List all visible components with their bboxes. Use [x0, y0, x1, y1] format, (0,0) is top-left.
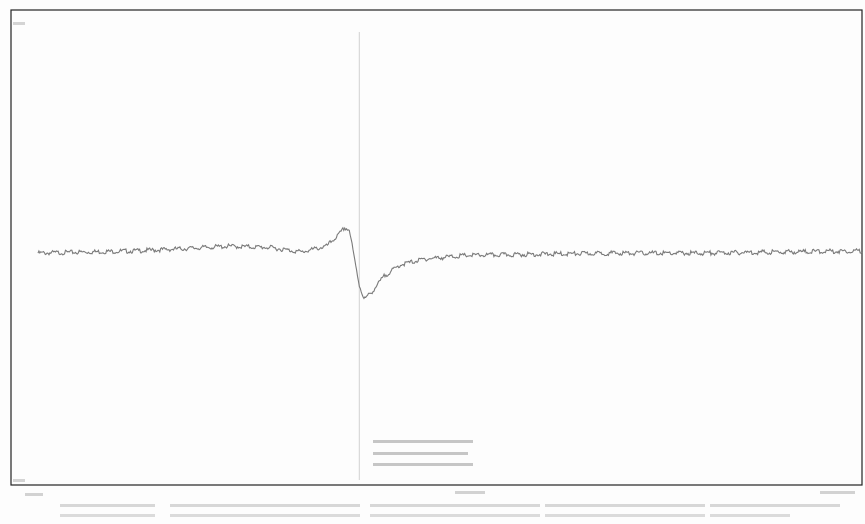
- readout-line: [373, 440, 473, 443]
- readout-line: [373, 463, 473, 466]
- left-axis-mark: [13, 22, 25, 25]
- bottom-text-block: [710, 514, 790, 517]
- plot-frame: [10, 9, 863, 486]
- bottom-text-block: [25, 493, 43, 496]
- bottom-text-block: [60, 514, 155, 517]
- bottom-text-block: [545, 514, 705, 517]
- bottom-ticks-faint: [25, 491, 855, 517]
- bottom-text-block: [370, 514, 540, 517]
- left-axis-mark: [13, 479, 25, 482]
- bottom-text-block: [545, 504, 705, 507]
- bottom-text-block: [170, 514, 360, 517]
- bottom-text-block: [820, 491, 855, 494]
- left-axis-faint-marks: [13, 22, 25, 482]
- cursor-readout: [373, 440, 473, 466]
- bottom-text-block: [710, 504, 840, 507]
- bottom-text-block: [455, 491, 485, 494]
- bottom-text-block: [370, 504, 540, 507]
- series-layer: [37, 226, 863, 300]
- series-line-1: [37, 226, 863, 300]
- readout-line: [373, 452, 468, 455]
- bottom-text-block: [170, 504, 360, 507]
- bottom-text-block: [60, 504, 155, 507]
